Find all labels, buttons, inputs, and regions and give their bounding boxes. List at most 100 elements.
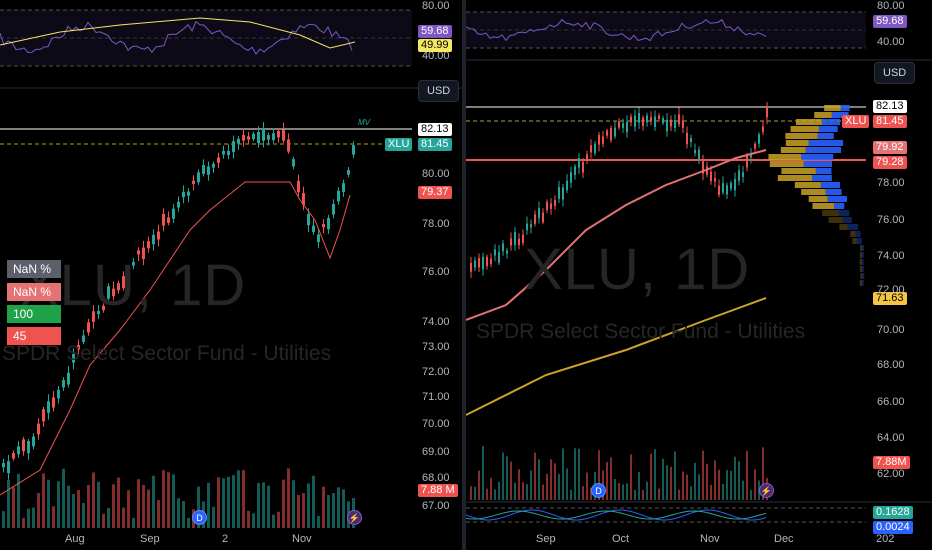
candle xyxy=(127,269,130,274)
volume-bar xyxy=(762,447,764,500)
volume-bar xyxy=(102,513,105,528)
candle xyxy=(112,288,115,297)
candle xyxy=(494,249,496,256)
volume-bar xyxy=(162,470,165,528)
candle xyxy=(726,185,728,195)
volume-bar xyxy=(730,470,732,500)
candle xyxy=(618,121,620,128)
rsi-value-tag: 59.68 xyxy=(873,15,907,28)
candle xyxy=(57,389,60,399)
volume-profile-bar xyxy=(842,217,852,223)
volume-bar xyxy=(97,481,100,528)
volume-bar xyxy=(470,486,472,500)
right-chart-pane[interactable]: XLU, 1D SPDR Select Sector Fund - Utilit… xyxy=(466,0,932,550)
volume-bar xyxy=(172,474,175,528)
candle xyxy=(478,258,480,268)
candle xyxy=(750,153,752,158)
candle xyxy=(722,183,724,193)
volume-bar xyxy=(167,472,170,528)
right-chart-canvas[interactable] xyxy=(466,0,932,550)
symbol-price-tag: 81.45 xyxy=(873,115,907,128)
ma-long-tag: 71.63 xyxy=(873,292,907,305)
volume-bar xyxy=(22,517,25,528)
candle xyxy=(347,170,350,175)
candle xyxy=(670,119,672,127)
price-axis-label: 64.00 xyxy=(877,432,905,444)
volume-bar xyxy=(650,453,652,500)
candle xyxy=(292,159,295,167)
rsi-axis-80: 80.00 xyxy=(422,0,450,12)
candle xyxy=(710,171,712,181)
volume-bar xyxy=(337,487,340,528)
poc-low-tag: 79.28 xyxy=(873,156,907,169)
time-axis-label: 202 xyxy=(876,533,895,545)
volume-bar xyxy=(332,493,335,528)
currency-button[interactable]: USD xyxy=(418,80,460,102)
price-axis-label: 73.00 xyxy=(422,341,450,353)
event-flash-icon[interactable]: ⚡ xyxy=(759,483,774,498)
candle xyxy=(287,139,290,152)
candle xyxy=(62,380,65,388)
volume-bar xyxy=(132,517,135,528)
candle xyxy=(598,134,600,145)
price-axis-label: 76.00 xyxy=(877,214,905,226)
pane-divider[interactable] xyxy=(462,0,466,550)
candle xyxy=(212,163,215,168)
volume-bar xyxy=(690,486,692,500)
price-axis-label: 62.00 xyxy=(877,468,905,480)
candle xyxy=(22,439,25,452)
candle xyxy=(506,250,508,254)
volume-bar xyxy=(678,489,680,500)
volume-profile-bar xyxy=(814,112,832,118)
currency-button[interactable]: USD xyxy=(874,62,916,84)
volume-bar xyxy=(666,465,668,500)
volume-bar xyxy=(702,450,704,500)
candle xyxy=(574,166,576,175)
candle xyxy=(534,214,536,224)
volume-bar xyxy=(327,495,330,528)
volume-bar xyxy=(642,489,644,500)
candle xyxy=(714,177,716,182)
volume-profile-bar xyxy=(859,266,862,272)
time-axis-label: Aug xyxy=(65,533,85,545)
candle xyxy=(514,232,516,246)
volume-bar xyxy=(754,469,756,500)
volume-profile-bar xyxy=(862,273,865,279)
candle xyxy=(342,183,345,192)
dividend-badge[interactable]: D xyxy=(591,483,606,498)
candle xyxy=(47,401,50,413)
volume-bar xyxy=(72,493,75,528)
candle xyxy=(162,213,165,226)
volume-profile-bar xyxy=(834,203,845,209)
event-flash-icon[interactable]: ⚡ xyxy=(347,510,362,525)
candle xyxy=(27,441,30,454)
volume-bar xyxy=(32,507,35,528)
table-cell: NaN % xyxy=(7,260,61,278)
candle xyxy=(42,409,45,422)
volume-bar xyxy=(237,470,240,528)
candle xyxy=(570,172,572,183)
candle xyxy=(172,208,175,219)
candle xyxy=(122,275,125,289)
volume-bar xyxy=(726,469,728,500)
oscillator-signal-line xyxy=(466,510,767,520)
oscillator-value-tag: 0.1628 xyxy=(873,506,913,519)
left-chart-pane[interactable]: XLU, 1D SPDR Select Sector Fund - Utilit… xyxy=(0,0,462,550)
volume-profile-bar xyxy=(827,196,847,202)
candle xyxy=(606,130,608,136)
candle xyxy=(622,123,624,128)
candle xyxy=(626,122,628,133)
volume-bar xyxy=(17,473,20,528)
volume-bar xyxy=(538,459,540,500)
candle xyxy=(650,117,652,121)
candle xyxy=(582,161,584,173)
candle xyxy=(277,130,280,138)
candle xyxy=(2,462,5,468)
candle xyxy=(762,126,764,132)
volume-bar xyxy=(630,454,632,500)
candle xyxy=(634,115,636,127)
rsi-line xyxy=(466,18,767,42)
volume-bar xyxy=(646,481,648,500)
volume-bar xyxy=(317,515,320,528)
dividend-badge[interactable]: D xyxy=(192,510,207,525)
